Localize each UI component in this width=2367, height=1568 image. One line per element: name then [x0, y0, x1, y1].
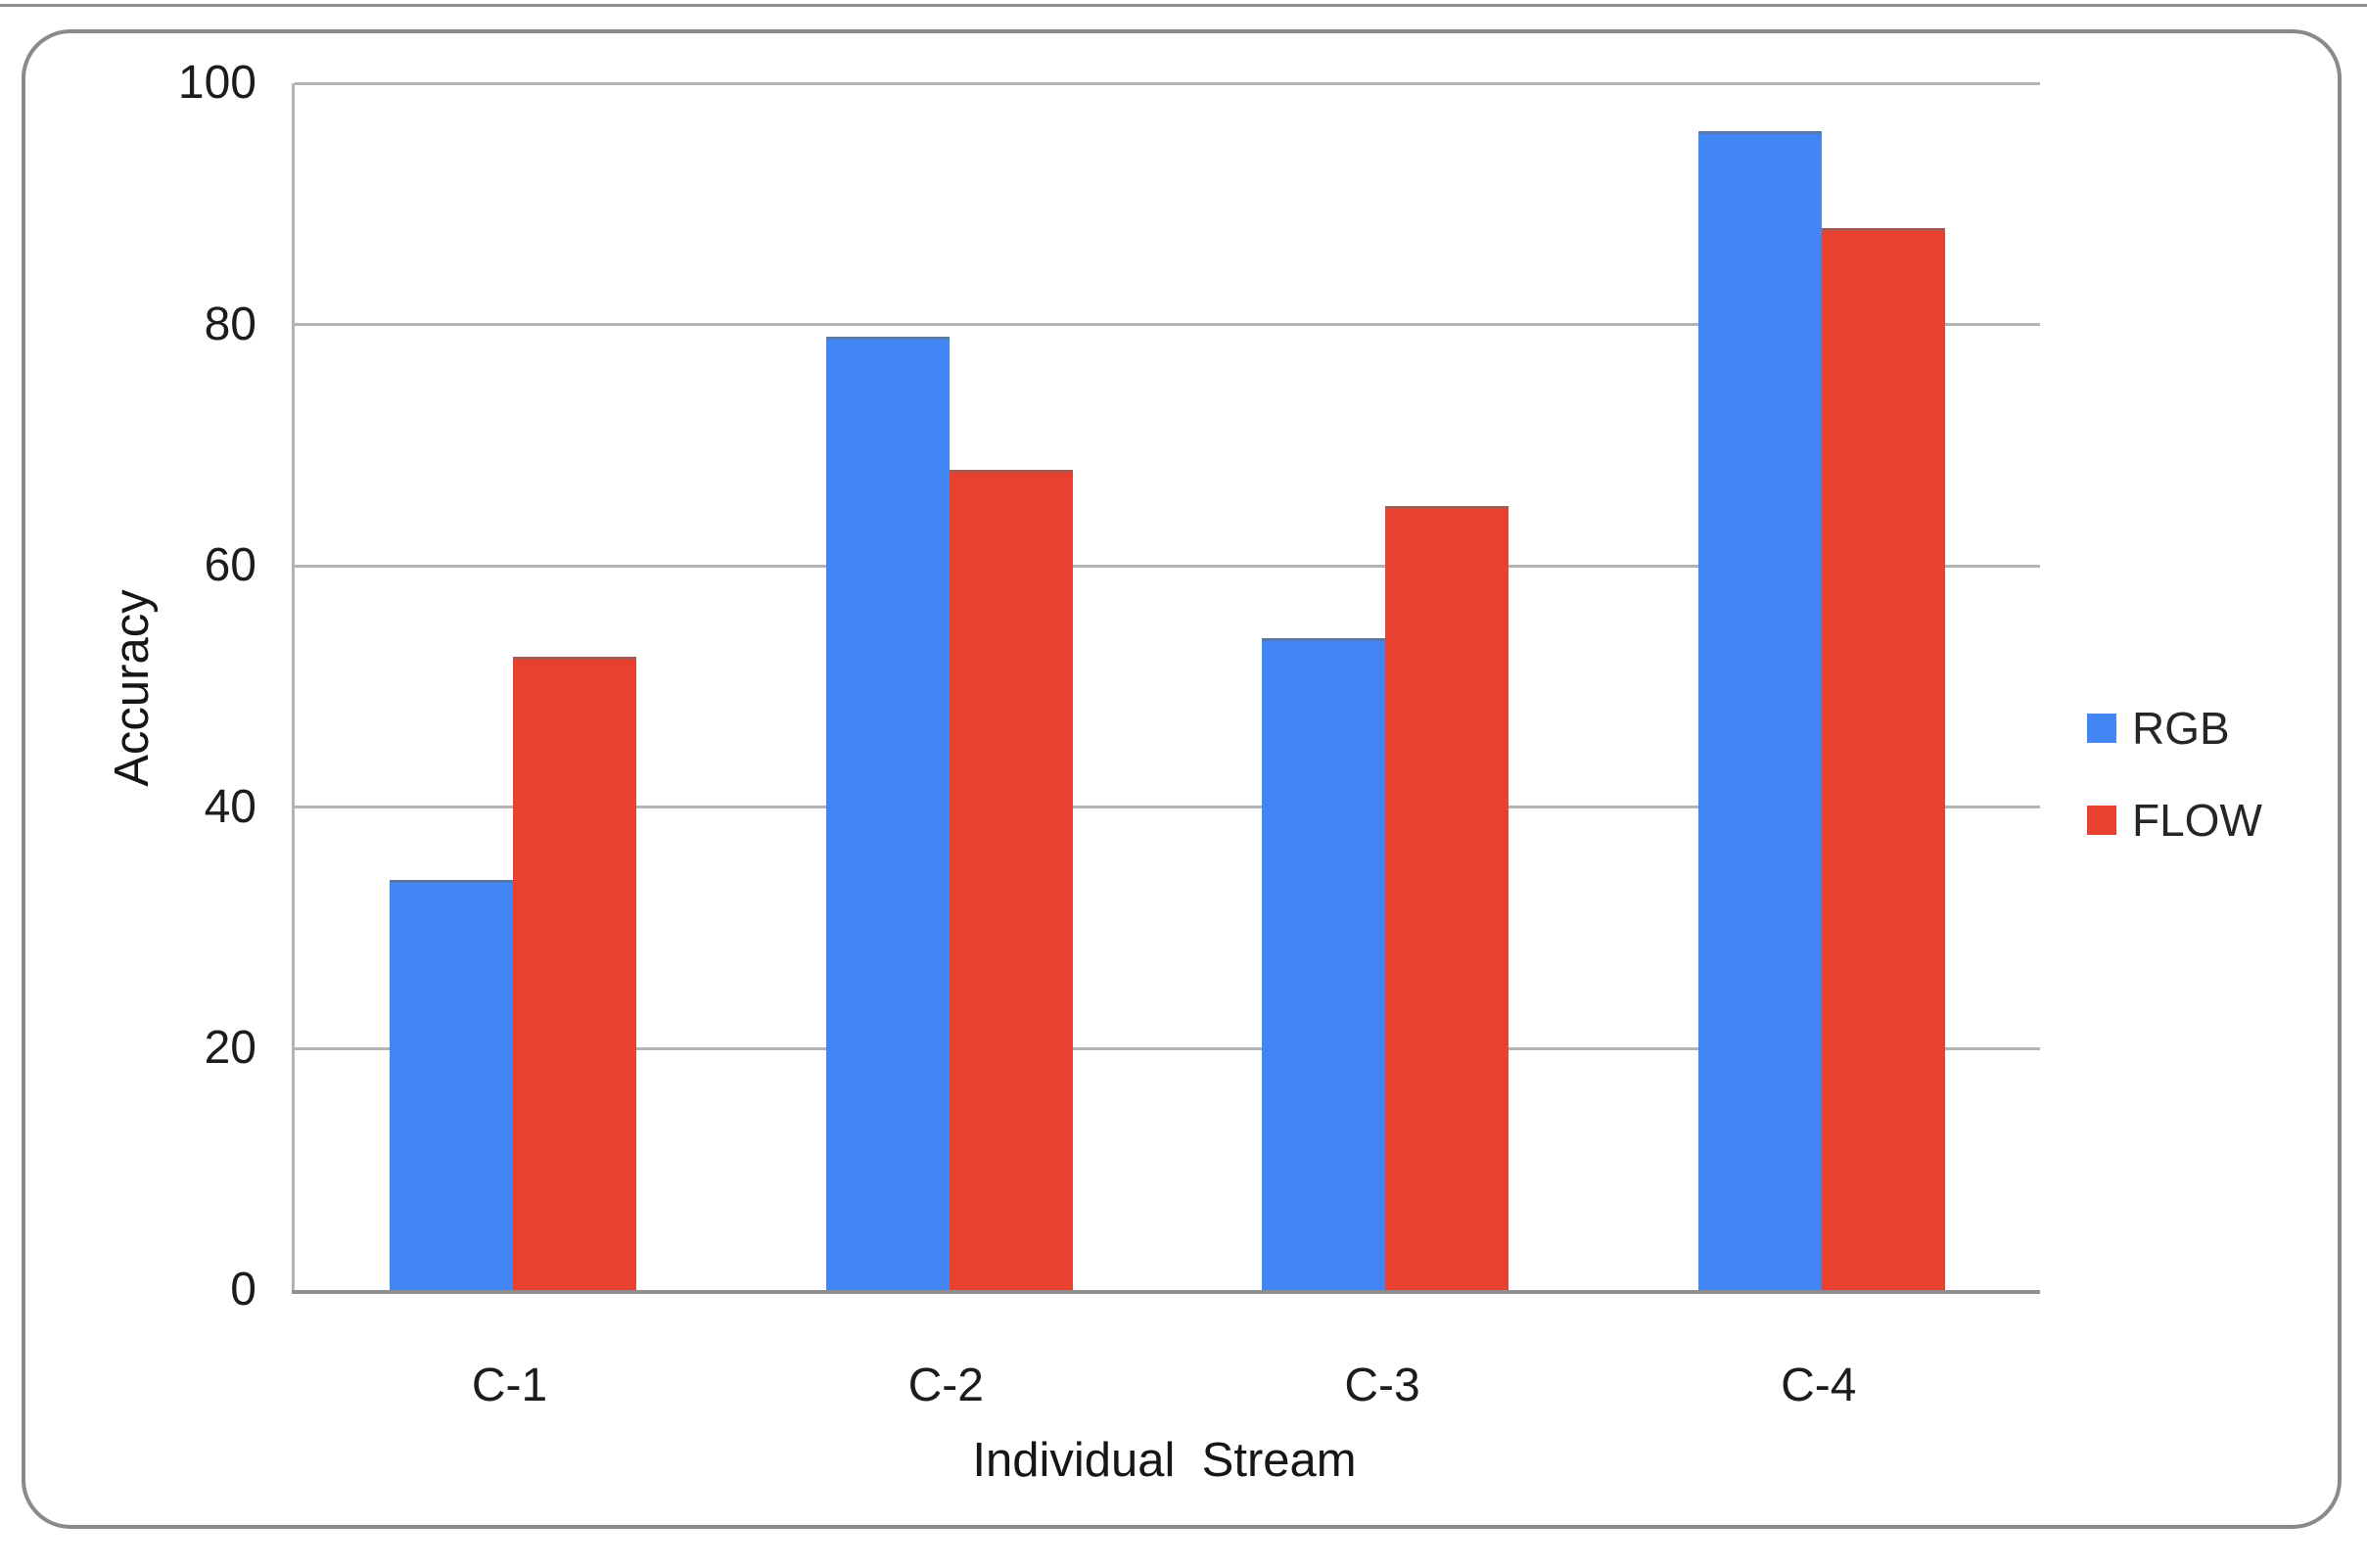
bar-group-c-4: [1603, 83, 2040, 1290]
y-axis-tick-label: 20: [204, 1022, 256, 1075]
gridline-40: [295, 806, 2040, 809]
legend-item-flow: FLOW: [2087, 791, 2262, 850]
bar-flow-c-2: [949, 469, 1073, 1290]
legend-label: RGB: [2132, 703, 2230, 754]
legend: RGB FLOW: [2087, 699, 2262, 883]
bar-flow-c-4: [1822, 227, 1946, 1290]
y-axis-tick-label: 60: [204, 539, 256, 592]
y-axis-tick-label: 40: [204, 780, 256, 833]
x-axis-title: Individual Stream: [972, 1434, 1357, 1487]
bars-layer: [295, 83, 2040, 1290]
gridline-60: [295, 564, 2040, 568]
gridline-100: [295, 81, 2040, 85]
plot-area: [292, 81, 2040, 1294]
x-axis-category-label-c-3: C-3: [1344, 1360, 1420, 1411]
screenshot-top-edge: [0, 4, 2367, 7]
bar-rgb-c-2: [825, 336, 950, 1290]
x-axis-category-label-c-1: C-1: [471, 1360, 548, 1411]
y-axis-tick-label: 0: [230, 1264, 256, 1315]
bar-rgb-c-1: [389, 879, 513, 1290]
gridline-20: [295, 1046, 2040, 1050]
y-axis-title-wrap: Accuracy: [69, 543, 196, 832]
bar-group-c-3: [1168, 83, 1604, 1290]
legend-item-rgb: RGB: [2087, 699, 2262, 758]
y-axis-tick-label: 100: [177, 57, 256, 109]
bar-flow-c-3: [1385, 505, 1509, 1290]
legend-label: FLOW: [2132, 795, 2262, 846]
x-axis-category-label-c-4: C-4: [1781, 1360, 1857, 1411]
legend-swatch-flow: [2087, 806, 2116, 835]
bar-rgb-c-3: [1262, 638, 1386, 1290]
bar-flow-c-1: [512, 656, 636, 1290]
gridline-80: [295, 323, 2040, 327]
legend-swatch-rgb: [2087, 714, 2116, 743]
bar-group-c-1: [295, 83, 731, 1290]
bar-group-c-2: [731, 83, 1168, 1290]
x-axis-category-label-c-2: C-2: [907, 1360, 984, 1411]
y-axis-tick-label: 80: [204, 298, 256, 350]
y-axis-title: Accuracy: [106, 588, 160, 787]
bar-rgb-c-4: [1698, 131, 1823, 1290]
x-axis-line: [292, 1290, 2040, 1294]
